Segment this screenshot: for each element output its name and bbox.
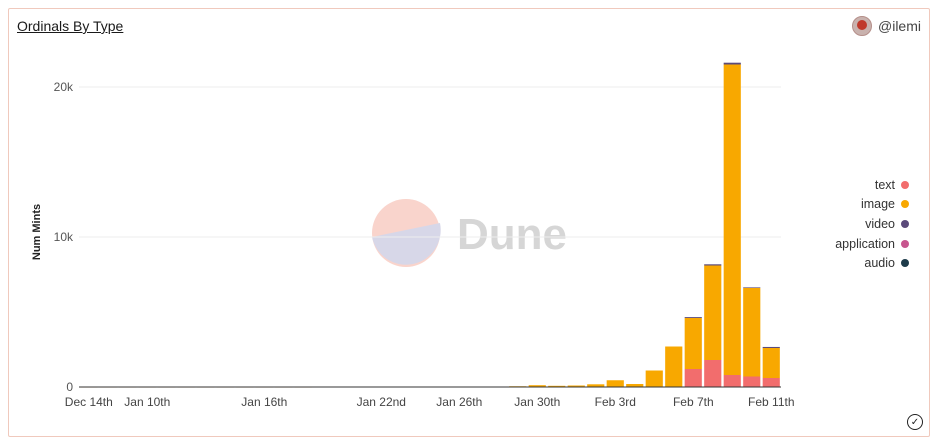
legend-item-text[interactable]: text — [835, 175, 909, 195]
bar-segment-image[interactable] — [762, 348, 780, 378]
bar-segment-text[interactable] — [743, 376, 761, 388]
bar-segment-video[interactable] — [704, 264, 722, 266]
x-tick-label: Jan 26th — [436, 395, 482, 409]
x-tick-label: Jan 10th — [124, 395, 170, 409]
avatar-icon — [852, 16, 872, 36]
y-axis-label: Num Mints — [31, 204, 43, 260]
legend-label: application — [835, 236, 895, 251]
legend-dot — [901, 200, 909, 209]
legend-item-application[interactable]: application — [835, 234, 909, 254]
legend-item-video[interactable]: video — [835, 214, 909, 234]
legend-label: image — [860, 197, 895, 212]
bar-segment-image[interactable] — [704, 265, 722, 361]
y-axis: 0 10k 20k Num Mints — [31, 80, 74, 394]
legend-dot — [901, 239, 909, 248]
chart-card: Ordinals By Type @ilemi Dune 0 10k 20k Num … — [8, 8, 930, 437]
watermark-text: Dune — [457, 210, 567, 259]
dune-watermark: Dune — [372, 199, 567, 267]
bar-segment-image[interactable] — [743, 288, 761, 377]
bar-segment-video[interactable] — [762, 346, 780, 348]
chart-legend: text image video application audio — [835, 175, 909, 273]
bar-segment-video[interactable] — [723, 62, 741, 65]
bar-segment-image[interactable] — [645, 370, 663, 388]
x-tick-label: Jan 30th — [514, 395, 560, 409]
legend-dot — [901, 259, 909, 268]
x-tick-label: Feb 7th — [673, 395, 714, 409]
bar-segment-video[interactable] — [743, 287, 761, 288]
bar-segment-image[interactable] — [684, 318, 702, 369]
x-tick-label: Dec 14th — [65, 395, 113, 409]
bar-segment-image[interactable] — [723, 64, 741, 376]
x-tick-label: Feb 3rd — [595, 395, 636, 409]
legend-label: text — [874, 177, 895, 192]
chart-title[interactable]: Ordinals By Type — [17, 18, 124, 34]
legend-label: audio — [864, 256, 895, 271]
bar-segment-text[interactable] — [684, 369, 702, 387]
bar-segment-image[interactable] — [548, 385, 566, 387]
x-tick-label: Feb 11th — [748, 395, 794, 409]
y-tick-label: 0 — [66, 380, 73, 394]
author-username[interactable]: @ilemi — [878, 18, 921, 34]
y-tick-label: 20k — [54, 80, 74, 94]
x-axis: Dec 14th Jan 10th Jan 16th Jan 22nd Jan 26th… — [65, 386, 795, 409]
watermark-circle-shade — [372, 223, 441, 265]
bar-segment-video[interactable] — [684, 317, 702, 318]
gridlines — [79, 86, 781, 238]
bar-segment-image[interactable] — [606, 380, 624, 387]
check-circle-icon[interactable]: ✓ — [907, 414, 923, 430]
bar-segment-image[interactable] — [665, 346, 683, 388]
bar-segment-image[interactable] — [528, 385, 546, 387]
bar-segment-text[interactable] — [704, 360, 722, 387]
legend-item-audio[interactable]: audio — [835, 253, 909, 273]
chart-plot: Dune 0 10k 20k Num Mints Dec 14th Jan 10th Ja… — [31, 62, 795, 409]
legend-item-image[interactable]: image — [835, 195, 909, 215]
bar-segment-image[interactable] — [567, 385, 585, 388]
bar-segment-image[interactable] — [587, 384, 605, 387]
bar-segment-text[interactable] — [762, 378, 780, 387]
legend-dot — [901, 219, 909, 228]
bar-segment-text[interactable] — [723, 375, 741, 387]
author[interactable]: @ilemi — [852, 16, 921, 36]
legend-label: video — [865, 216, 895, 231]
x-tick-label: Jan 22nd — [357, 395, 406, 409]
x-tick-label: Jan 16th — [241, 395, 287, 409]
legend-dot — [901, 180, 909, 189]
y-tick-label: 10k — [54, 230, 74, 244]
bar-segment-image[interactable] — [626, 384, 644, 387]
